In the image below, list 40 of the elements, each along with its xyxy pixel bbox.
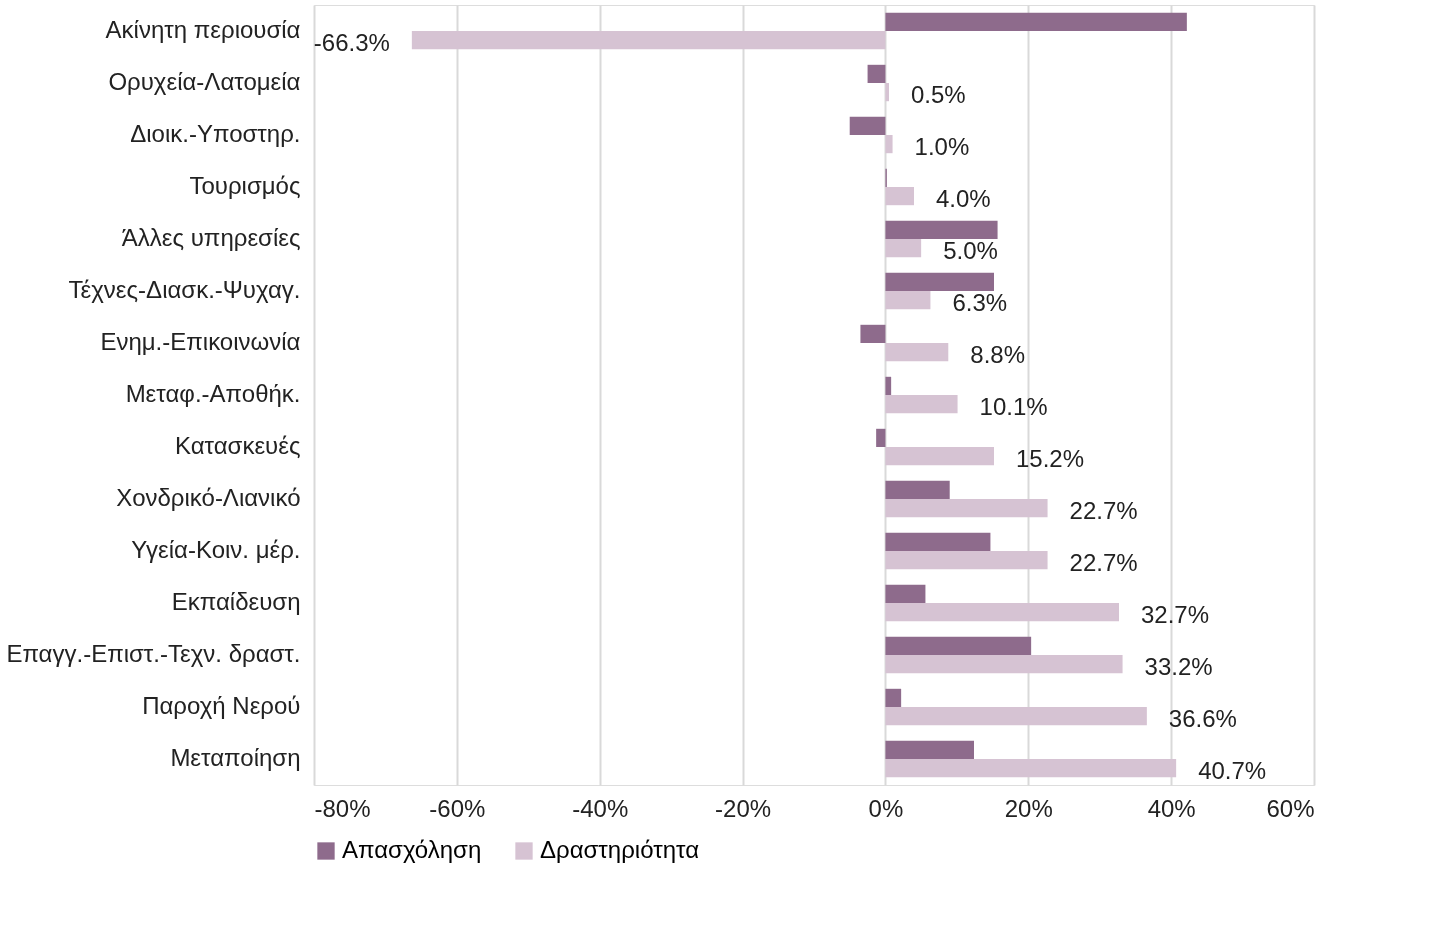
y-tick-label: Διοικ.-Υποστηρ. xyxy=(130,120,301,147)
data-label: 10.1% xyxy=(979,393,1048,421)
x-tick-label: 0% xyxy=(868,794,904,822)
y-tick-label: Ενημ.-Επικοινωνία xyxy=(100,328,301,355)
y-tick-label: Παροχή Νερού xyxy=(142,692,301,719)
x-tick-label: 20% xyxy=(1004,794,1053,822)
data-label: 5.0% xyxy=(943,237,998,265)
x-tick-label: -60% xyxy=(429,794,486,822)
data-label: 15.2% xyxy=(1016,445,1085,473)
data-label: 22.7% xyxy=(1069,549,1138,577)
data-label: 40.7% xyxy=(1198,757,1267,785)
legend-label: Απασχόληση xyxy=(342,836,482,863)
x-tick-label: -40% xyxy=(572,794,629,822)
y-tick-label: Άλλες υπηρεσίες xyxy=(121,224,301,251)
y-tick-label: Τέχνες-Διασκ.-Ψυχαγ. xyxy=(68,276,301,303)
y-tick-label: Κατασκευές xyxy=(174,432,301,459)
y-tick-label: Τουρισμός xyxy=(189,172,301,199)
y-tick-label: Χονδρικό-Λιανικό xyxy=(116,484,301,511)
data-label: 0.5% xyxy=(911,81,966,109)
data-label: 32.7% xyxy=(1141,601,1210,629)
data-label: 33.2% xyxy=(1144,653,1213,681)
y-tick-label: Μεταφ.-Αποθήκ. xyxy=(125,380,301,407)
y-tick-label: Επαγγ.-Επιστ.-Τεχν. δραστ. xyxy=(6,640,301,667)
x-tick-label: -80% xyxy=(314,794,371,822)
legend-label: Δραστηριότητα xyxy=(540,836,700,863)
x-tick-label: 40% xyxy=(1147,794,1196,822)
data-label: 1.0% xyxy=(914,133,970,161)
y-tick-label: Μεταποίηση xyxy=(170,744,301,771)
y-tick-label: Εκπαίδευση xyxy=(171,588,301,615)
x-tick-label: -20% xyxy=(715,794,772,822)
y-tick-label: Ακίνητη περιουσία xyxy=(105,16,301,43)
y-tick-label: Υγεία-Κοιν. μέρ. xyxy=(131,536,301,563)
x-tick-label: 60% xyxy=(1266,794,1315,822)
y-tick-label: Ορυχεία-Λατομεία xyxy=(108,68,301,95)
data-label: 4.0% xyxy=(936,185,991,213)
data-label: 36.6% xyxy=(1168,705,1237,733)
data-label: 8.8% xyxy=(970,341,1025,369)
data-label: 6.3% xyxy=(952,289,1008,317)
data-label: 22.7% xyxy=(1069,497,1138,525)
data-label: -66.3% xyxy=(313,29,390,57)
